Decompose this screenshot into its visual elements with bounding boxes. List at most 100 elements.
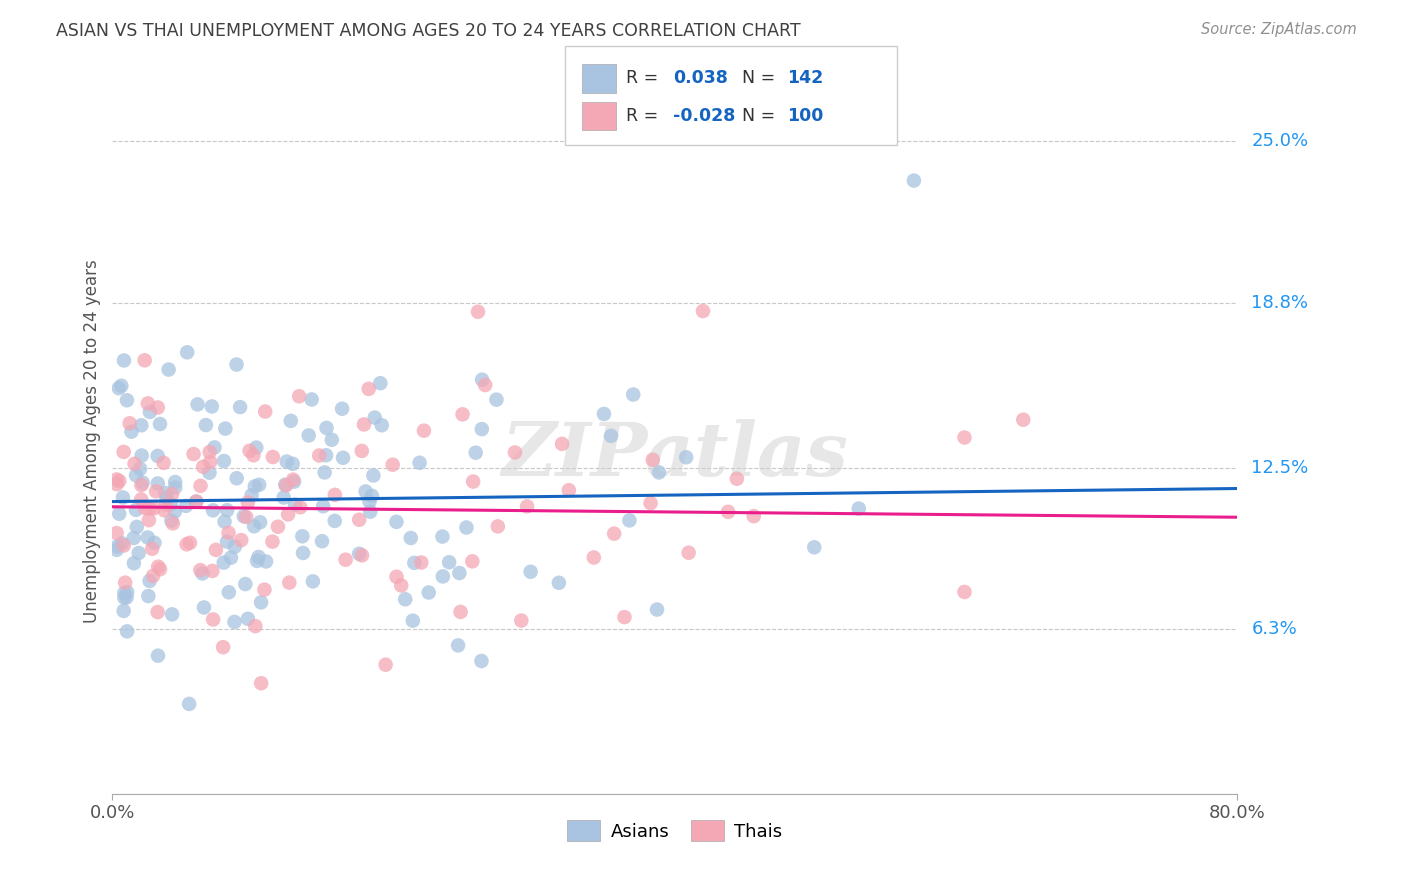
Text: 25.0%: 25.0% xyxy=(1251,132,1309,151)
Point xyxy=(621,387,644,401)
Point xyxy=(108,381,131,395)
Point xyxy=(347,513,370,527)
Point xyxy=(447,639,470,653)
Point xyxy=(139,405,162,419)
Point xyxy=(371,418,394,433)
Point xyxy=(146,449,169,463)
Point xyxy=(201,400,224,414)
Text: 6.3%: 6.3% xyxy=(1251,621,1298,639)
Point xyxy=(645,602,668,616)
Point xyxy=(212,556,235,570)
Point xyxy=(470,654,492,668)
Point xyxy=(619,513,641,527)
Point xyxy=(321,433,343,447)
Point xyxy=(516,500,538,514)
Point xyxy=(613,610,636,624)
Point xyxy=(183,447,205,461)
Point xyxy=(131,449,153,463)
Point xyxy=(191,566,214,581)
Point xyxy=(190,479,212,493)
Point xyxy=(330,401,353,416)
Legend: Asians, Thais: Asians, Thais xyxy=(560,813,790,848)
Point xyxy=(432,569,454,583)
Point xyxy=(193,600,215,615)
Point xyxy=(291,529,314,543)
Point xyxy=(163,505,186,519)
Point xyxy=(153,503,176,517)
Point xyxy=(314,466,336,480)
Point xyxy=(142,569,165,583)
Point xyxy=(198,445,221,459)
Point xyxy=(111,536,134,550)
Point xyxy=(267,519,290,533)
Point xyxy=(292,546,315,560)
Point xyxy=(165,475,187,489)
Point xyxy=(108,474,131,488)
Point xyxy=(198,455,221,469)
Point xyxy=(474,378,496,392)
Point xyxy=(162,516,184,531)
Point xyxy=(273,491,295,505)
Point xyxy=(243,479,266,493)
Point xyxy=(218,525,240,540)
Point xyxy=(112,591,135,605)
Point xyxy=(503,445,526,459)
Point xyxy=(190,563,212,577)
Point xyxy=(254,404,277,418)
Point xyxy=(413,424,436,438)
Point xyxy=(486,519,509,533)
Point xyxy=(149,417,172,431)
Point xyxy=(277,508,299,522)
Point xyxy=(245,441,267,455)
Point xyxy=(288,389,311,403)
Point xyxy=(125,520,148,534)
Point xyxy=(243,519,266,533)
Text: R =: R = xyxy=(626,70,664,87)
Text: N =: N = xyxy=(742,107,782,125)
Point xyxy=(198,466,221,480)
Point xyxy=(335,552,357,566)
Point xyxy=(675,450,697,465)
Point xyxy=(235,510,257,524)
Point xyxy=(155,491,177,505)
Point xyxy=(281,473,304,487)
Point xyxy=(254,554,277,568)
Point xyxy=(640,496,662,510)
Point xyxy=(240,488,263,502)
Point xyxy=(122,531,145,545)
Point xyxy=(179,536,201,550)
Text: ZIPatlas: ZIPatlas xyxy=(502,419,848,491)
Text: 0.038: 0.038 xyxy=(673,70,728,87)
Point xyxy=(389,578,412,592)
Point xyxy=(600,429,623,443)
Point xyxy=(312,499,335,513)
Point xyxy=(315,421,337,435)
Text: Source: ZipAtlas.com: Source: ZipAtlas.com xyxy=(1201,22,1357,37)
Point xyxy=(246,554,269,568)
Point xyxy=(184,494,207,508)
Point xyxy=(219,550,242,565)
Point xyxy=(315,448,337,462)
Point xyxy=(274,478,297,492)
Point xyxy=(359,494,381,508)
Point xyxy=(138,513,160,527)
Point xyxy=(262,534,284,549)
Point xyxy=(290,500,312,515)
Point xyxy=(404,556,426,570)
Point xyxy=(187,397,209,411)
Point xyxy=(110,378,132,392)
Point xyxy=(128,546,150,560)
Point xyxy=(131,418,153,433)
Point xyxy=(242,448,264,462)
Point xyxy=(467,304,489,318)
Point xyxy=(402,614,425,628)
Point xyxy=(225,358,247,372)
Point xyxy=(141,541,163,556)
Point xyxy=(143,535,166,549)
Point xyxy=(115,624,138,639)
Point xyxy=(742,509,765,524)
Point xyxy=(186,494,208,508)
Point xyxy=(218,585,240,599)
Point xyxy=(274,477,297,491)
Point xyxy=(160,607,183,622)
